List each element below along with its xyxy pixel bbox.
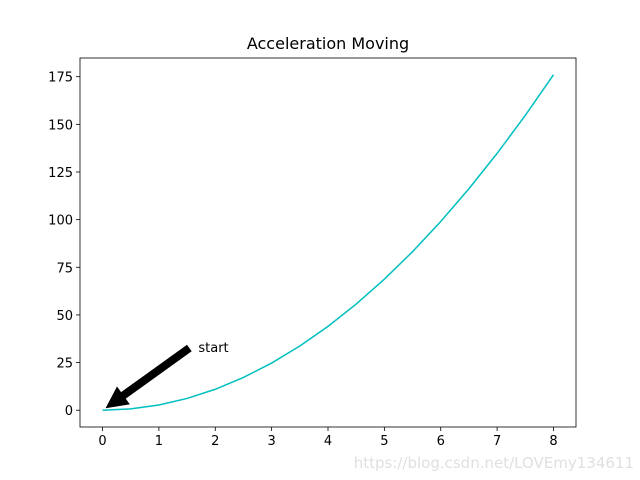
x-tick-label: 4: [324, 434, 332, 449]
x-tick-label: 0: [98, 434, 106, 449]
y-tick-label: 0: [65, 404, 73, 419]
x-tick-label: 7: [493, 434, 501, 449]
line: [102, 74, 555, 411]
annotation-arrow: [105, 344, 192, 409]
y-tick-label: 100: [48, 214, 73, 229]
watermark: https://blog.csdn.net/LOVEmy134611: [354, 454, 634, 472]
y-tick-label: 125: [48, 166, 73, 181]
x-tick-label: 1: [155, 434, 163, 449]
y-tick-label: 50: [56, 309, 73, 324]
y-tick-label: 175: [48, 71, 73, 86]
x-tick-label: 3: [267, 434, 275, 449]
annotation-text: start: [198, 341, 228, 356]
y-tick-label: 150: [48, 118, 73, 133]
axes-frame: [79, 57, 577, 428]
y-tick-label: 25: [56, 357, 73, 372]
x-tick-label: 6: [437, 434, 445, 449]
x-tick-label: 5: [380, 434, 388, 449]
y-tick-label: 75: [56, 261, 73, 276]
x-tick-label: 8: [549, 434, 557, 449]
chart-title: Acceleration Moving: [247, 34, 409, 53]
x-tick-label: 2: [211, 434, 219, 449]
